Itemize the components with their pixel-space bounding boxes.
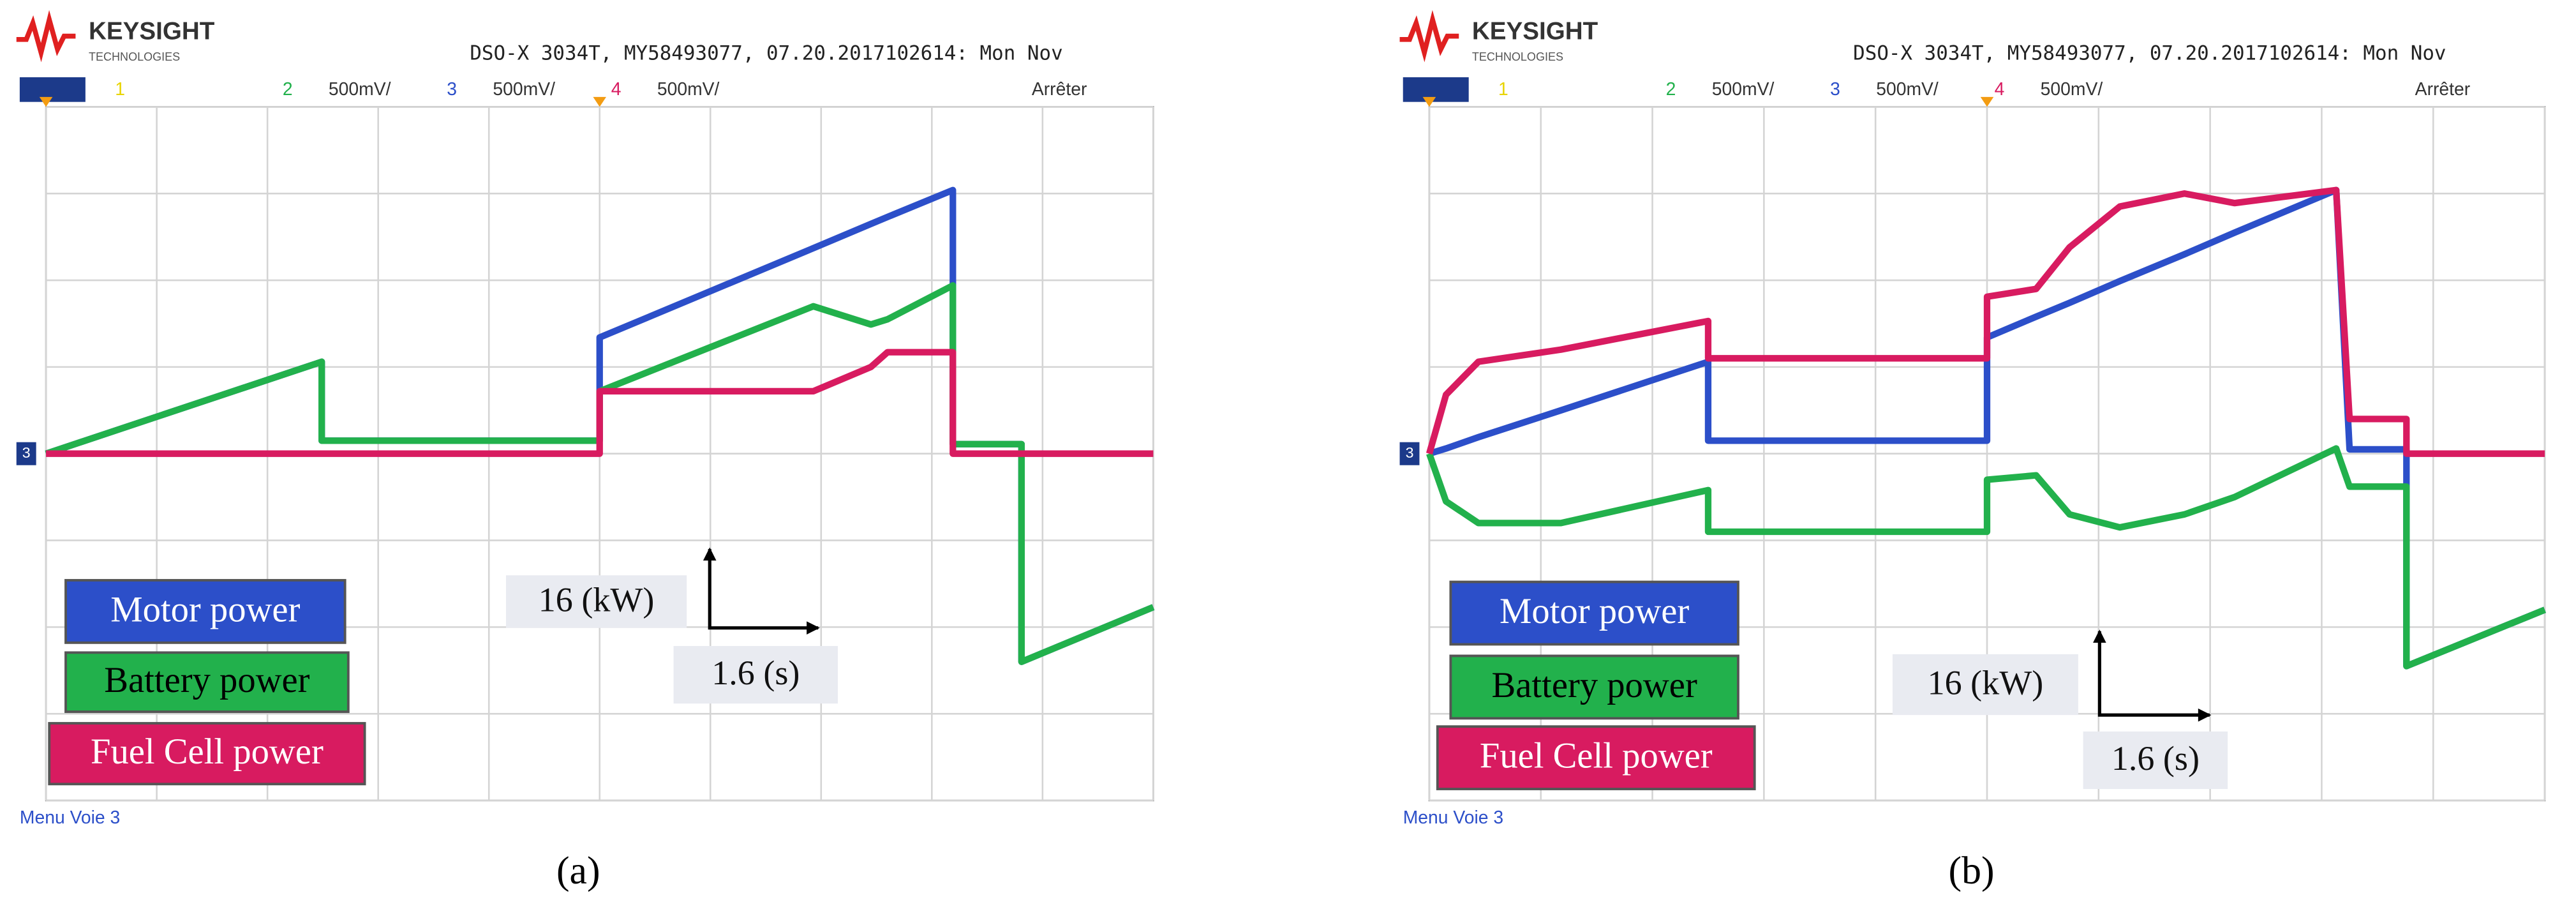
channel-scale: 500mV/ xyxy=(2041,79,2103,100)
scope-info: DSO-X 3034T, MY58493077, 07.20.201710261… xyxy=(1853,41,2446,64)
scale-box xyxy=(505,575,687,628)
trace xyxy=(1426,186,2545,457)
menu-label: Menu Voie 3 xyxy=(1403,808,1503,828)
channel-label: 2 xyxy=(283,79,293,100)
legend-label: Battery power xyxy=(104,661,309,700)
scale-arrows xyxy=(708,549,819,630)
trigger-marker xyxy=(1422,96,1436,107)
scale-arrows xyxy=(2097,631,2210,717)
logo-wave xyxy=(16,10,76,63)
trigger-marker xyxy=(593,96,607,107)
channel-scale: 500mV/ xyxy=(657,79,720,100)
trigger-marker xyxy=(39,96,53,107)
legend-box xyxy=(1449,654,1739,720)
x-scale-label: 1.6 (s) xyxy=(711,654,800,692)
scale-box xyxy=(1892,654,2078,716)
channel-menu-box xyxy=(19,77,86,102)
brand-sub: TECHNOLOGIES xyxy=(89,50,180,63)
brand-sub: TECHNOLOGIES xyxy=(1472,50,1563,63)
caption: (b) xyxy=(1949,849,1995,892)
menu-label: Menu Voie 3 xyxy=(20,808,120,828)
arrow-head xyxy=(2093,629,2106,643)
channel-scale: 500mV/ xyxy=(493,79,555,100)
channel-scale: 500mV/ xyxy=(329,79,391,100)
channel-menu-box xyxy=(1403,77,1469,102)
arrow-head xyxy=(807,621,820,635)
trace xyxy=(45,282,1155,665)
scope-panel: KEYSIGHT TECHNOLOGIES DSO-X 3034T, MY58493… xyxy=(1399,10,2547,892)
trace xyxy=(1428,186,2547,670)
legend-box xyxy=(64,579,346,644)
brand: KEYSIGHT xyxy=(1472,18,1598,45)
legend-label: Fuel Cell power xyxy=(91,732,324,772)
channel-scale: 500mV/ xyxy=(1712,79,1775,100)
legend-label: Fuel Cell power xyxy=(1480,737,1713,776)
logo-wave xyxy=(1399,10,1459,63)
y-scale-label: 16 (kW) xyxy=(539,580,655,619)
legend-label: Motor power xyxy=(1500,592,1689,631)
trace xyxy=(46,349,1154,457)
channel-label: 4 xyxy=(1995,79,2005,100)
scale-box xyxy=(2083,731,2228,790)
legend-box xyxy=(64,651,350,713)
ground-marker: 3 xyxy=(22,444,31,461)
scope-info: DSO-X 3034T, MY58493077, 07.20.201710261… xyxy=(470,41,1062,64)
trace xyxy=(1426,445,2547,670)
legend-box xyxy=(48,722,366,786)
legend-box xyxy=(1436,725,1756,790)
status: Arrêter xyxy=(2415,79,2471,100)
channel-label: 1 xyxy=(115,79,125,100)
caption: (a) xyxy=(556,849,600,892)
channel-label: 2 xyxy=(1666,79,1676,100)
status: Arrêter xyxy=(1032,79,1087,100)
scope-panel: KEYSIGHT TECHNOLOGIES DSO-X 3034T, MY58493… xyxy=(16,10,1155,892)
arrow-head xyxy=(703,547,717,561)
trigger-marker xyxy=(1980,96,1994,107)
channel-label: 3 xyxy=(447,79,457,100)
channel-label: 3 xyxy=(1830,79,1840,100)
ground-marker: 3 xyxy=(1406,444,1414,461)
channel-label: 1 xyxy=(1498,79,1508,100)
legend-box xyxy=(1449,580,1739,646)
x-scale-label: 1.6 (s) xyxy=(2111,739,2200,778)
legend-label: Motor power xyxy=(110,590,300,629)
legend-label: Battery power xyxy=(1492,666,1697,705)
scale-box xyxy=(673,645,838,704)
brand: KEYSIGHT xyxy=(89,18,215,45)
ground-marker-box xyxy=(16,442,36,465)
channel-scale: 500mV/ xyxy=(1876,79,1939,100)
channel-label: 4 xyxy=(611,79,622,100)
ground-marker-box xyxy=(1399,442,1420,465)
y-scale-label: 16 (kW) xyxy=(1928,663,2044,702)
arrow-head xyxy=(2198,708,2212,722)
